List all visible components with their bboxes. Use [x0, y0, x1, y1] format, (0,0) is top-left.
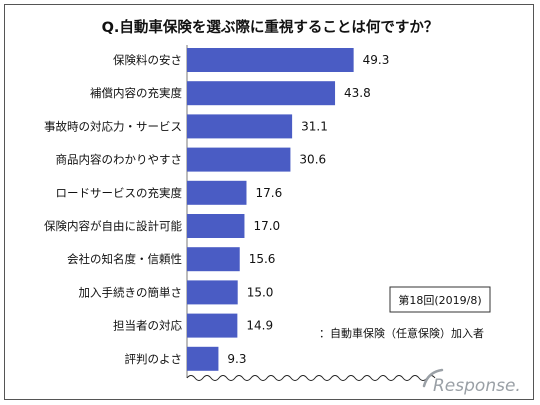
chart-title: Q.自動車保険を選ぶ際に重視することは何ですか？	[102, 18, 439, 36]
value-label-4: 30.6	[299, 153, 326, 167]
value-label-6: 17.0	[253, 219, 280, 233]
edition-box: 第18回(2019/8)	[389, 286, 491, 313]
response-logo-swoosh	[422, 368, 444, 388]
category-label-2: 補償内容の充実度	[90, 86, 182, 100]
bar-5	[187, 180, 247, 205]
axis-break-wave	[186, 375, 436, 381]
value-label-7: 15.6	[249, 252, 276, 266]
response-logo: Response.	[422, 368, 521, 396]
value-label-8: 15.0	[247, 285, 274, 299]
value-label-10: 9.3	[227, 352, 246, 366]
bar-1	[187, 48, 354, 72]
bar-9	[187, 313, 238, 338]
value-labels: 49.3 43.8 31.1 30.6 17.6 17.0 15.6 15.0 14.9 9.3	[227, 53, 389, 366]
value-label-5: 17.6	[255, 186, 282, 200]
category-label-3: 事故時の対応力・サービス	[44, 119, 182, 133]
category-label-1: 保険料の安さ	[113, 53, 182, 67]
edition-label: 第18回(2019/8)	[398, 293, 481, 307]
value-label-2: 43.8	[344, 86, 371, 100]
value-label-9: 14.9	[246, 319, 273, 333]
value-label-3: 31.1	[301, 119, 328, 133]
bars-layer	[187, 48, 354, 371]
category-label-4: 商品内容のわかりやすさ	[56, 153, 183, 167]
bar-4	[187, 147, 291, 172]
edition-box-frame	[389, 286, 491, 313]
chart-frame: Q.自動車保険を選ぶ際に重視することは何ですか？ 保険料の安さ補償内容の充実度事…	[4, 4, 534, 400]
bar-10	[187, 346, 219, 371]
bar-6	[187, 214, 245, 238]
category-label-5: ロードサービスの充実度	[56, 186, 183, 200]
category-label-6: 保険内容が自由に設計可能	[44, 219, 182, 233]
bar-7	[187, 247, 240, 272]
bar-chart: Q.自動車保険を選ぶ際に重視することは何ですか？ 保険料の安さ補償内容の充実度事…	[44, 18, 521, 396]
category-labels: 保険料の安さ補償内容の充実度事故時の対応力・サービス商品内容のわかりやすさロード…	[44, 53, 182, 366]
respondent-note: ：自動車保険（任意保険）加入者	[319, 326, 484, 340]
category-label-7: 会社の知名度・信頼性	[67, 252, 182, 266]
category-label-9: 担当者の対応	[113, 319, 182, 333]
bar-8	[187, 280, 238, 305]
value-label-1: 49.3	[363, 53, 390, 67]
category-label-8: 加入手続きの簡単さ	[79, 285, 183, 299]
bar-3	[187, 114, 293, 139]
response-watermark: Response.	[433, 376, 521, 396]
bar-2	[187, 81, 336, 106]
category-label-10: 評判のよさ	[125, 352, 183, 366]
